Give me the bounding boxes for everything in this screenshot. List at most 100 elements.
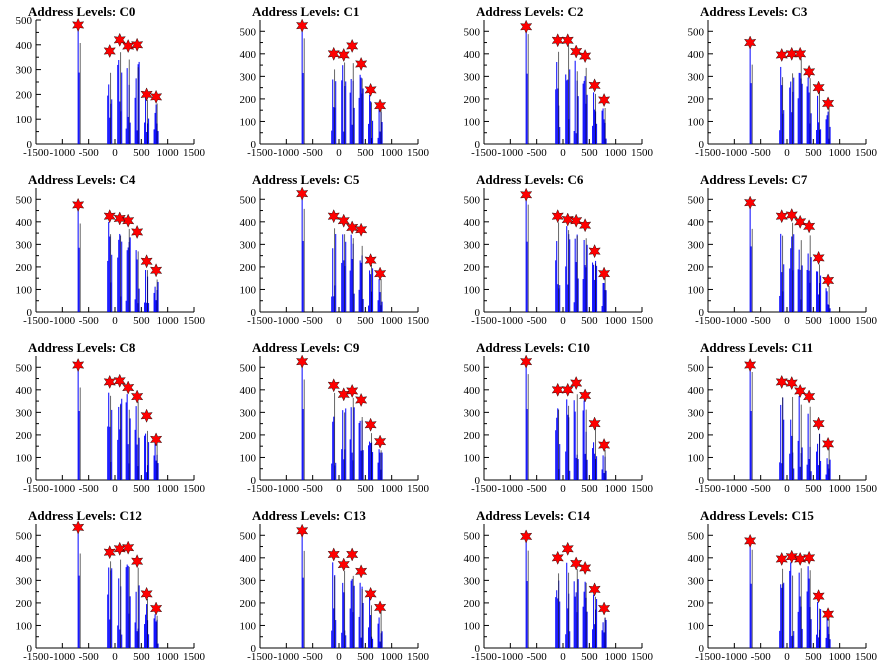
x-tick-label: -1000 (49, 483, 75, 495)
x-tick-label: 500 (133, 483, 150, 495)
chart-panel: Address Levels: C8 0 100 200 300 400 500 -1500-… (0, 336, 224, 504)
peak-star-marker (103, 43, 116, 59)
peak-star-marker (803, 64, 816, 79)
peak-star-marker (794, 383, 807, 398)
x-tick-label: 1500 (855, 483, 878, 495)
peak-star-marker (296, 18, 309, 33)
x-tick-label: -1500 (471, 315, 497, 327)
peak-star-marker (103, 545, 116, 560)
y-tick-label: 200 (688, 94, 705, 106)
chart-plot: 0 100 200 300 400 500 -1500 -1000 -500 0 500 1000 15… (240, 18, 430, 159)
peak-star-marker (140, 408, 153, 423)
peak-star-marker (296, 523, 309, 538)
y-tick-label: 0 (251, 475, 257, 487)
peak-star-marker (588, 582, 601, 597)
y-tick-label: 100 (464, 452, 481, 464)
chart-panel: Address Levels: C6 0 100 200 300 400 500 -1500-… (448, 168, 672, 336)
peak-star-marker (296, 354, 309, 369)
x-tick-label: 500 (581, 651, 598, 663)
x-tick-label: -1000 (721, 483, 747, 495)
chart-plot: 0 100 200 300 400 500 -1500 -1000 -500 0 500 1000 15… (464, 524, 654, 663)
y-tick-label: 400 (16, 40, 33, 52)
x-tick-label: 500 (581, 147, 598, 159)
peak-star-marker (131, 224, 144, 239)
x-tick-label: -1500 (695, 483, 721, 495)
y-tick-label: 300 (688, 71, 705, 83)
y-tick-label: 500 (688, 194, 705, 206)
y-tick-label: 200 (16, 598, 33, 610)
x-tick-label: 0 (560, 147, 566, 159)
y-tick-label: 200 (16, 262, 33, 274)
chart-panel: Address Levels: C7 0 100 200 300 400 500 -1500-… (672, 168, 896, 336)
y-tick-label: 400 (688, 217, 705, 229)
peak-star-marker (103, 209, 116, 224)
peak-star-marker (785, 376, 798, 391)
x-tick-label: -500 (527, 147, 548, 159)
peak-star-marker (72, 520, 85, 535)
y-tick-label: 200 (464, 598, 481, 610)
y-tick-label: 300 (464, 407, 481, 419)
x-tick-label: 500 (133, 147, 150, 159)
y-tick-label: 0 (251, 643, 257, 655)
x-tick-label: -1000 (721, 651, 747, 663)
y-tick-label: 100 (688, 620, 705, 632)
y-tick-label: 0 (251, 139, 257, 151)
chart-panel: Address Levels: C15 0 100 200 300 400 500 -1500… (672, 504, 896, 672)
peak-star-marker (775, 374, 788, 389)
x-tick-label: -500 (79, 147, 100, 159)
x-tick-label: -1500 (247, 651, 273, 663)
x-tick-label: -1000 (49, 315, 75, 327)
peak-star-marker (150, 601, 163, 616)
y-tick-label: 0 (27, 307, 33, 319)
x-tick-label: 500 (805, 483, 822, 495)
chart-plot: 0 100 200 300 400 500 -1500 -1000 -500 0 500 1000 15… (464, 187, 654, 327)
y-tick-label: 300 (240, 575, 257, 587)
x-tick-label: 0 (560, 483, 566, 495)
peak-star-marker (113, 373, 126, 388)
peak-star-marker (337, 47, 350, 62)
peak-star-marker (551, 382, 564, 397)
y-tick-label: 300 (464, 575, 481, 587)
chart-title: Address Levels: C0 (28, 4, 136, 19)
chart-panel: Address Levels: C10 0 100 200 300 400 500 -1500… (448, 336, 672, 504)
peak-star-marker (598, 93, 611, 108)
peak-star-marker (579, 49, 592, 64)
y-tick-label: 100 (240, 452, 257, 464)
y-tick-label: 100 (16, 114, 33, 126)
peak-star-marker (794, 214, 807, 229)
x-tick-label: 1000 (157, 315, 180, 327)
peak-star-marker (296, 186, 309, 201)
peak-star-marker (355, 392, 368, 407)
peak-star-marker (744, 195, 757, 210)
peak-star-marker (744, 358, 757, 373)
peak-star-marker (570, 44, 583, 59)
y-tick-label: 300 (464, 239, 481, 251)
y-tick-label: 200 (688, 598, 705, 610)
chart-title: Address Levels: C12 (28, 508, 142, 523)
y-tick-label: 200 (16, 89, 33, 101)
peak-star-marker (337, 387, 350, 402)
chart-title: Address Levels: C8 (28, 340, 136, 355)
peak-star-marker (775, 551, 788, 566)
y-tick-label: 300 (16, 575, 33, 587)
x-tick-label: 0 (336, 315, 342, 327)
y-tick-label: 500 (464, 530, 481, 542)
y-tick-label: 300 (688, 575, 705, 587)
y-tick-label: 100 (688, 284, 705, 296)
y-tick-label: 500 (464, 26, 481, 38)
y-tick-label: 200 (464, 430, 481, 442)
y-tick-label: 400 (688, 49, 705, 61)
x-tick-label: 0 (560, 315, 566, 327)
peak-star-marker (113, 211, 126, 226)
peak-star-marker (327, 378, 340, 393)
x-tick-label: -500 (79, 315, 100, 327)
chart-title: Address Levels: C14 (476, 508, 590, 523)
peak-star-marker (337, 557, 350, 572)
chart-plot: 0 100 200 300 400 500 -1500 -1000 -500 0 500 1000 15… (16, 188, 206, 327)
x-tick-label: -1000 (721, 315, 747, 327)
x-tick-label: 1000 (829, 147, 852, 159)
peak-star-marker (140, 87, 153, 102)
peak-star-marker (72, 358, 85, 373)
x-tick-label: -1000 (49, 147, 75, 159)
